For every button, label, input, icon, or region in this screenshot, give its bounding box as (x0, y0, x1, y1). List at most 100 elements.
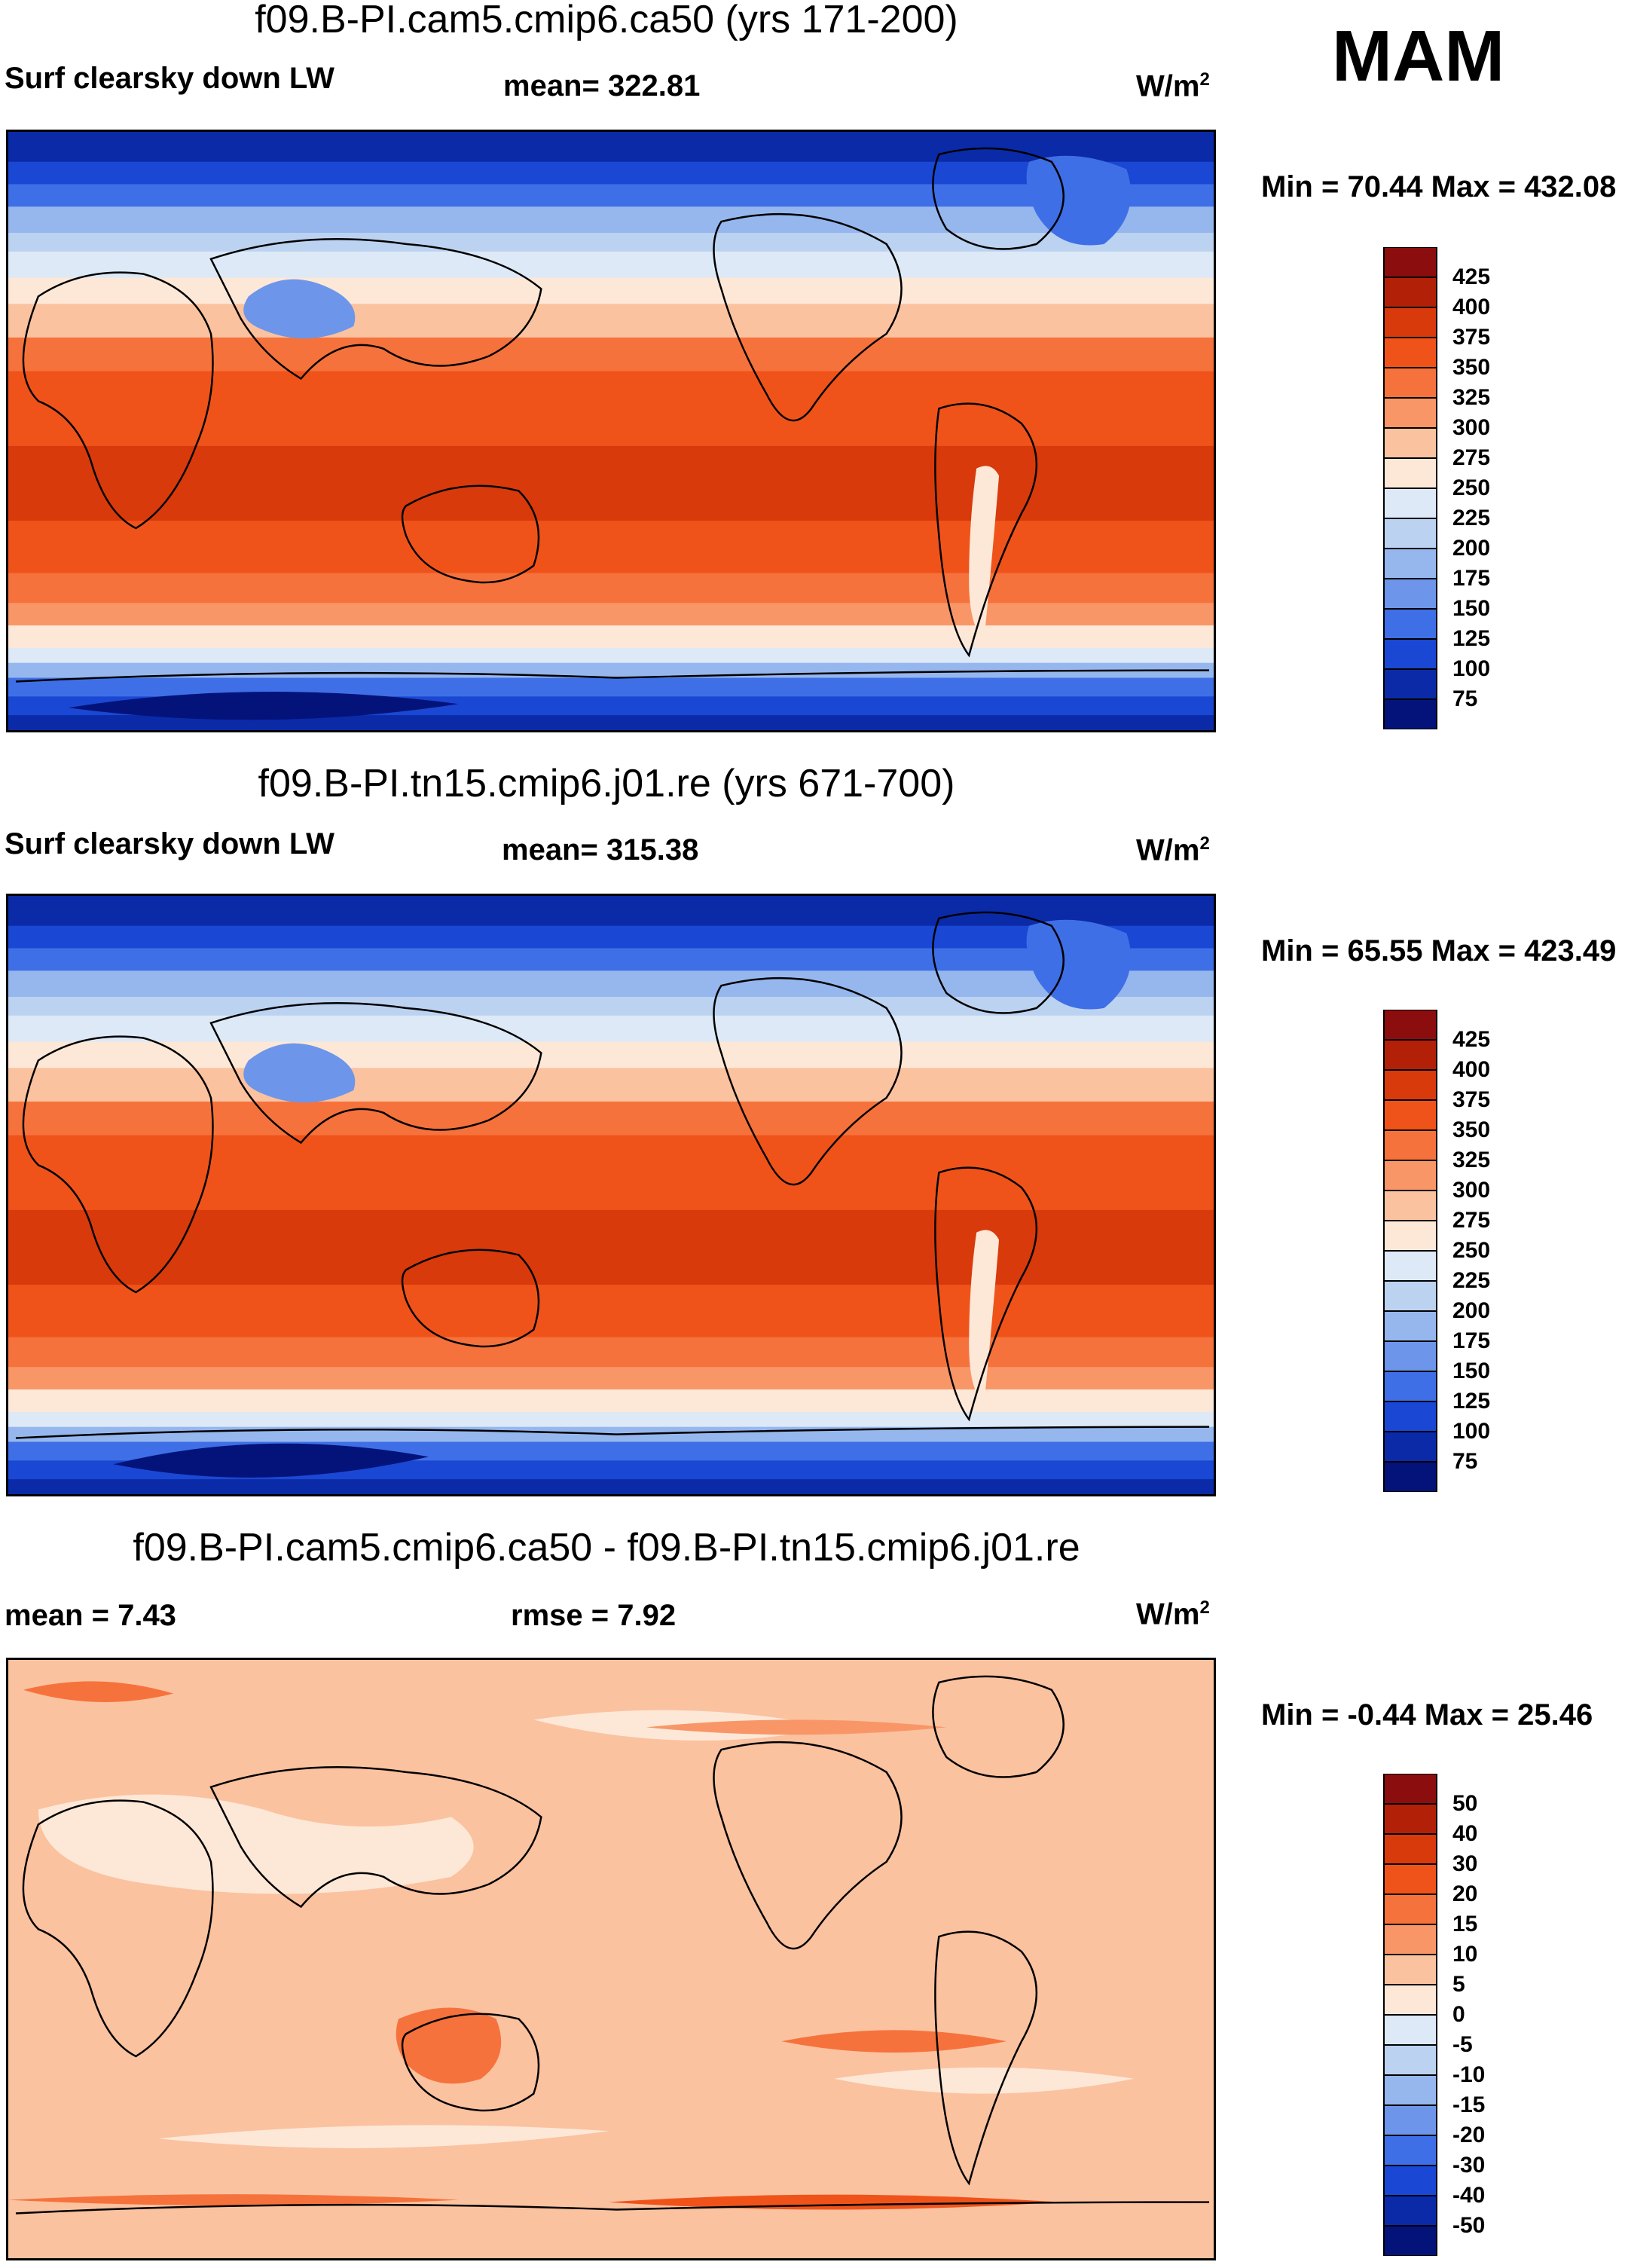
panel-3-light-patch-2 (158, 2125, 609, 2148)
panel-2-colorbar-tick: 125 (1452, 1389, 1491, 1414)
panel-3-colorbar-tick: -5 (1452, 2032, 1473, 2057)
panel-2-colorbar-tick: 425 (1452, 1027, 1491, 1052)
panel-3-colorbar-cell (1383, 2166, 1437, 2196)
panel-2-zonal-band (8, 970, 1214, 998)
panel-2-bands (8, 896, 1214, 1494)
panel-2-zonal-band (8, 1367, 1214, 1391)
panel-1-colorbar-tick: 350 (1452, 355, 1491, 380)
panel-2-colorbar-cell (1383, 1070, 1437, 1100)
panel-2-title: f09.B-PI.tn15.cmip6.j01.re (yrs 671-700) (258, 762, 955, 805)
panel-3-colorbar-tick: 15 (1452, 1912, 1478, 1936)
panel-1-colorbar-tick: 200 (1452, 536, 1491, 561)
panel-3-colorbar-cell (1383, 2105, 1437, 2135)
panel-2-colorbar-cell (1383, 1341, 1437, 1371)
panel-1-zonal-band (8, 251, 1214, 279)
panel-3-colorbar-tick: 40 (1452, 1821, 1478, 1846)
panel-1-zonal-band (8, 132, 1214, 163)
panel-1-bands (8, 132, 1214, 730)
panel-1-colorbar-tick: 250 (1452, 475, 1491, 500)
panel-2-zonal-band (8, 996, 1214, 1016)
panel-1-colorbar-cell (1383, 488, 1437, 518)
panel-3-colorbar-tick: -10 (1452, 2062, 1486, 2087)
panel-3-colorbar-cell (1383, 2015, 1437, 2045)
panel-3-colorbar-tick: 10 (1452, 1942, 1478, 1967)
panel-1-colorbar-cell (1383, 368, 1437, 398)
panel-1-zonal-band (8, 662, 1214, 679)
panel-2-colorbar-cell (1383, 1251, 1437, 1281)
panel-1-zonal-band (8, 337, 1214, 372)
panel-3-light-patch-3 (833, 2067, 1135, 2094)
panel-3-southern-high (8, 2194, 459, 2206)
panel-3-colorbar-cell (1383, 1924, 1437, 1955)
panel-2-tibet-low (243, 1043, 356, 1103)
panel-2-map (6, 894, 1216, 1496)
panel-2-zonal-band (8, 1101, 1214, 1136)
panel-1-colorbar-cell (1383, 639, 1437, 669)
panel-3-colorbar-cell (1383, 1834, 1437, 1864)
panel-2-colorbar-cell (1383, 1221, 1437, 1251)
panel-3-colorbar-tick: 0 (1452, 2002, 1465, 2027)
panel-2-colorbar-cell (1383, 1191, 1437, 1221)
panel-1-colorbar-tick: 175 (1452, 566, 1491, 591)
panel-1-zonal-band (8, 206, 1214, 234)
panel-2-colorbar-tick: 400 (1452, 1057, 1491, 1082)
panel-1-greenland-low (1026, 155, 1132, 246)
panel-3-southern-high-2 (609, 2194, 1059, 2210)
panel-3-colorbar-tick: 50 (1452, 1791, 1478, 1816)
panel-2-coastlines (15, 911, 1210, 1439)
panel-1-minmax: Min = 70.44 Max = 432.08 (1261, 170, 1617, 203)
panel-3-colorbar-cell (1383, 2135, 1437, 2166)
panel-2-zonal-band (8, 925, 1214, 949)
panel-1-colorbar-cell (1383, 338, 1437, 368)
panel-1-title: f09.B-PI.cam5.cmip6.ca50 (yrs 171-200) (255, 0, 958, 41)
panel-2-zonal-band (8, 948, 1214, 972)
panel-3-pacific-high (781, 2030, 1007, 2053)
panel-1-zonal-band (8, 647, 1214, 664)
panel-2-zonal-band (8, 1209, 1214, 1286)
panel-2-colorbar-tick: 100 (1452, 1419, 1491, 1444)
panel-1-zonal-band (8, 304, 1214, 338)
panel-1-zonal-band (8, 603, 1214, 627)
panel-3-mean: mean = 7.43 (5, 1599, 176, 1632)
panel-3-background (8, 1660, 1214, 2258)
panel-2-colorbar-cell (1383, 1371, 1437, 1401)
panel-1-colorbar-tick: 300 (1452, 415, 1491, 440)
panel-1-coastlines (15, 147, 1210, 683)
panel-2-colorbar-tick: 250 (1452, 1238, 1491, 1263)
panel-3-colorbar-cell (1383, 1894, 1437, 1924)
panel-3-colorbar-cell (1383, 2075, 1437, 2105)
panel-2-colorbar-cell (1383, 1401, 1437, 1432)
panel-1-colorbar-cell (1383, 669, 1437, 699)
panel-3-colorbar-cell (1383, 1864, 1437, 1894)
panel-1-colorbar-cell (1383, 579, 1437, 609)
panel-3-colorbar-cell (1383, 2226, 1437, 2256)
panel-3-coastlines (15, 1675, 1210, 2215)
panel-2-colorbar-cell (1383, 1281, 1437, 1311)
panel-2-zonal-band (8, 1285, 1214, 1338)
panel-2-map-svg (8, 896, 1214, 1494)
panel-3-colorbar-tick: 5 (1452, 1972, 1465, 1997)
panel-1-map (6, 130, 1216, 732)
panel-3-units: W/m2 (1136, 1597, 1210, 1631)
panel-3-colorbar-tick: 30 (1452, 1851, 1478, 1876)
panel-1-zonal-band (8, 715, 1214, 730)
panel-3-light-patch-1 (38, 1794, 474, 1894)
panel-3-rmse: rmse = 7.92 (511, 1599, 677, 1632)
panel-1-zonal-band (8, 161, 1214, 185)
panel-2-minmax: Min = 65.55 Max = 423.49 (1261, 934, 1617, 967)
panel-1-tibet-low (243, 279, 356, 339)
panel-2-zonal-band (8, 1135, 1214, 1211)
panel-1-colorbar-cell (1383, 549, 1437, 579)
panel-2-colorbar-cell (1383, 1311, 1437, 1341)
panel-1-colorbar-cell (1383, 609, 1437, 639)
panel-2-colorbar-cell (1383, 1160, 1437, 1191)
panel-2-zonal-band (8, 1411, 1214, 1428)
panel-2-colorbar-cell (1383, 1432, 1437, 1462)
panel-1-colorbar-tick: 325 (1452, 385, 1491, 410)
panel-1-zonal-band (8, 277, 1214, 305)
panel-1-zonal-band (8, 573, 1214, 604)
panel-2-mean: mean= 315.38 (502, 833, 699, 867)
panel-3-colorbar-tick: -20 (1452, 2123, 1486, 2147)
panel-3-colorbar-cell (1383, 2045, 1437, 2075)
panel-1-colorbar-tick: 225 (1452, 506, 1491, 530)
